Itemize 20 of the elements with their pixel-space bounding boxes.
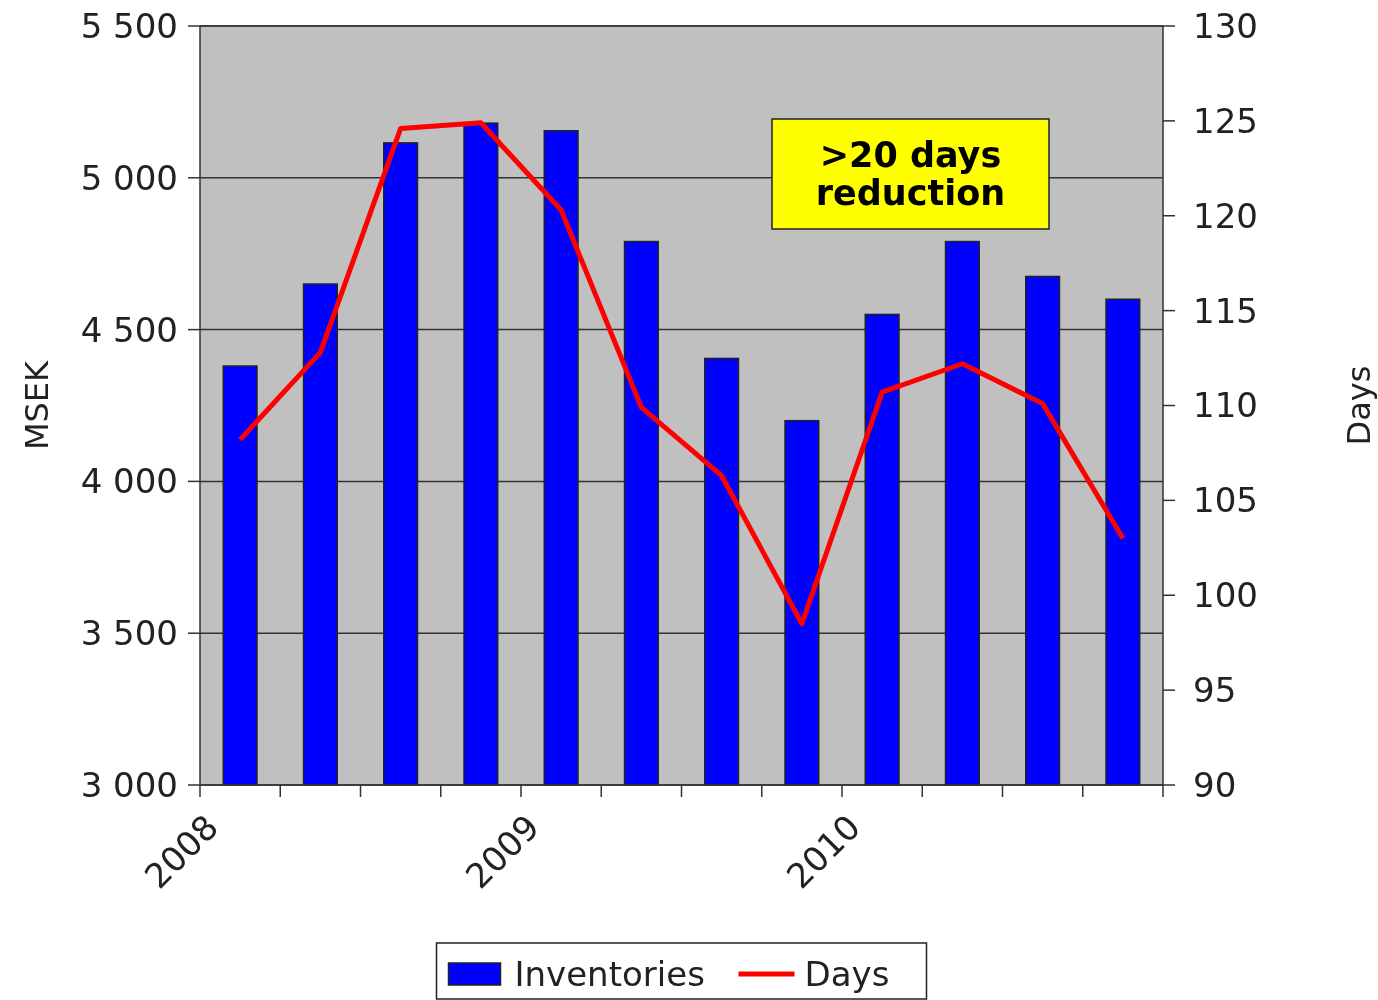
y2-tick-label: 120 <box>1193 195 1258 236</box>
y2-axis-title: Days <box>1340 365 1378 446</box>
y-tick-label: 5 500 <box>80 5 178 46</box>
y-tick-label: 4 500 <box>80 309 178 350</box>
y2-tick-label: 105 <box>1193 480 1258 521</box>
y-tick-label: 3 000 <box>80 764 178 805</box>
y2-tick-label: 115 <box>1193 290 1258 331</box>
legend-label: Days <box>804 953 890 994</box>
y2-tick-label: 110 <box>1193 385 1258 426</box>
annotation: >20 days reduction <box>815 135 1006 214</box>
y2-tick-label: 90 <box>1193 764 1237 805</box>
y2-tick-label: 125 <box>1193 100 1258 141</box>
y-axis-title: MSEK <box>18 359 56 451</box>
legend-label: Inventories <box>514 953 705 994</box>
y-tick-label: 4 000 <box>80 461 178 502</box>
y2-tick-label: 95 <box>1193 670 1237 711</box>
y-tick-label: 3 500 <box>80 613 178 654</box>
y2-tick-label: 130 <box>1193 5 1258 46</box>
y-tick-label: 5 000 <box>80 157 178 198</box>
y2-tick-label: 100 <box>1193 575 1258 616</box>
